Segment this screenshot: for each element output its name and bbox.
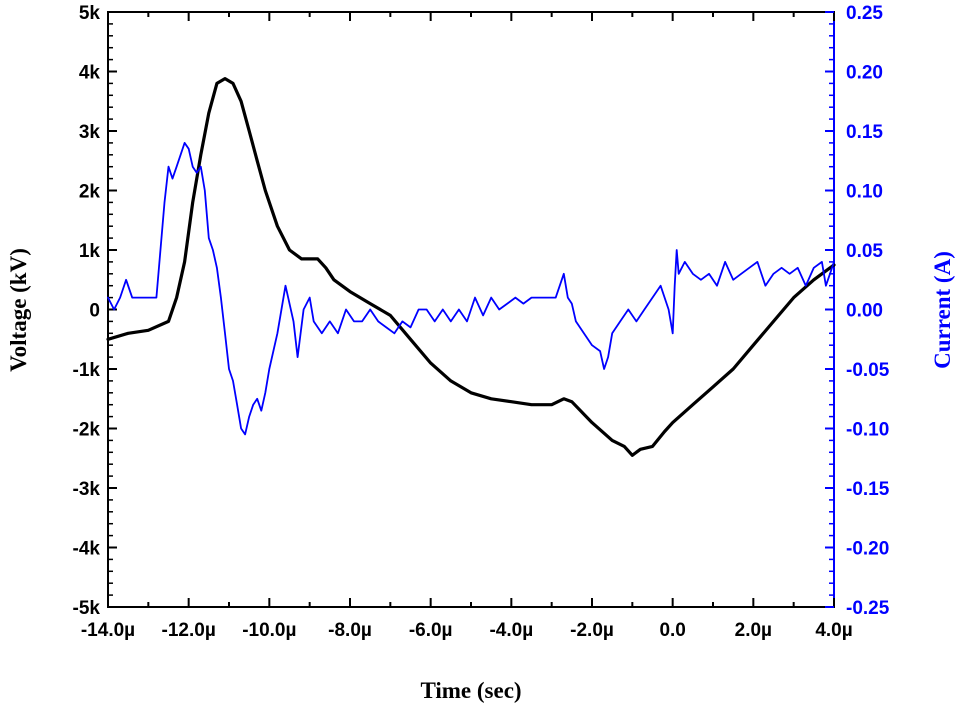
y-left-tick-label: 5k <box>79 3 101 24</box>
right-y-axis-title: Current (A) <box>930 251 955 369</box>
current-series-line <box>107 141 835 436</box>
y-left-tick-label: 1k <box>79 241 101 262</box>
y-right-tick-label: -0.15 <box>846 479 890 500</box>
y-right-tick-label: 0.00 <box>846 301 883 322</box>
left-y-axis-title: Voltage (kV) <box>6 248 31 372</box>
right-y-axis-ticks: -0.25 -0.20 -0.15 -0.10 -0.05 0.00 0.05 0.10 0.1… <box>825 3 890 619</box>
voltage-series-line <box>106 76 836 457</box>
y-right-tick-label: -0.05 <box>846 360 890 381</box>
y-right-tick-label: -0.25 <box>846 598 890 619</box>
y-left-tick-label: 4k <box>79 63 101 84</box>
y-left-tick-label: 3k <box>79 122 101 143</box>
y-left-tick-label: -2k <box>73 420 101 441</box>
x-tick-label: 0.0 <box>659 620 685 641</box>
series-layer <box>106 76 836 457</box>
x-tick-label: -8.0µ <box>328 620 372 641</box>
x-tick-label: -2.0µ <box>570 620 614 641</box>
left-y-axis-ticks: -5k -4k -3k -2k -1k 0 1k 2k 3k 4k 5k <box>73 3 117 619</box>
y-left-tick-label: -5k <box>73 598 101 619</box>
x-axis-title: Time (sec) <box>420 678 521 703</box>
y-right-tick-label: -0.10 <box>846 420 889 441</box>
x-tick-label: 4.0µ <box>815 620 852 641</box>
x-tick-label: -14.0µ <box>81 620 135 641</box>
y-right-tick-label: -0.20 <box>846 539 889 560</box>
x-tick-label: -12.0µ <box>162 620 216 641</box>
y-right-tick-label: 0.25 <box>846 3 883 24</box>
y-right-tick-label: 0.20 <box>846 63 883 84</box>
x-tick-label: 2.0µ <box>735 620 772 641</box>
x-tick-label: -6.0µ <box>409 620 453 641</box>
x-axis-ticks: -14.0µ -12.0µ -10.0µ -8.0µ -6.0µ -4.0µ -2.0µ 0.… <box>81 12 853 641</box>
y-right-tick-label: 0.15 <box>846 122 883 143</box>
y-left-tick-label: -4k <box>73 539 101 560</box>
y-right-tick-label: 0.10 <box>846 182 883 203</box>
y-left-tick-label: -1k <box>73 360 101 381</box>
y-left-tick-label: -3k <box>73 479 101 500</box>
y-left-tick-label: 2k <box>79 182 101 203</box>
x-tick-label: -4.0µ <box>489 620 533 641</box>
y-left-tick-label: 0 <box>89 301 100 322</box>
x-tick-label: -10.0µ <box>242 620 296 641</box>
y-right-tick-label: 0.05 <box>846 241 883 262</box>
